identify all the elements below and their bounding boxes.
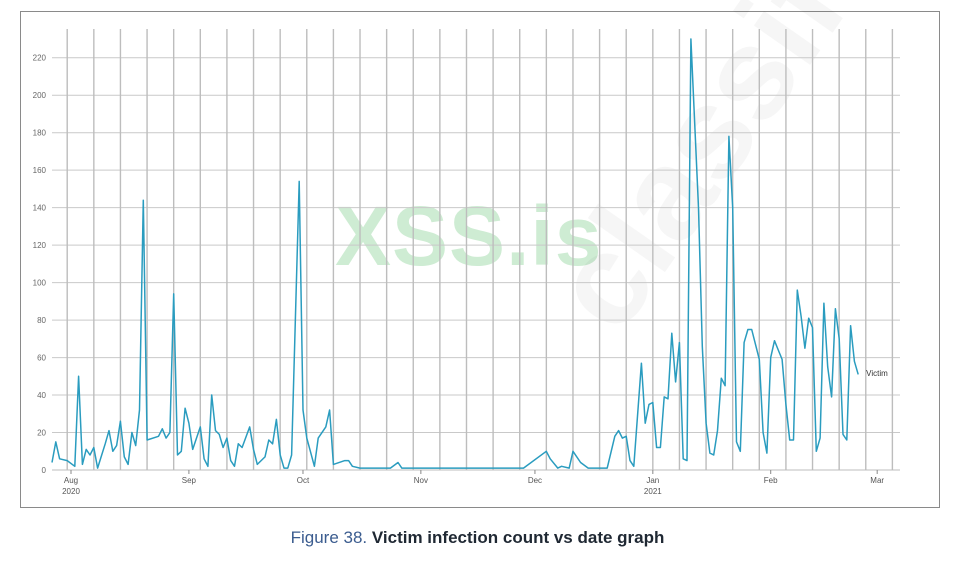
x-tick-label: Oct (297, 476, 310, 485)
x-tick-label: Dec (528, 476, 542, 485)
x-tick-sublabel: 2021 (644, 487, 662, 496)
figure-label: Figure 38. (290, 528, 368, 547)
series-line-victim (51, 38, 859, 469)
y-tick-label: 200 (33, 91, 47, 100)
y-tick-label: 140 (33, 204, 47, 213)
y-tick-label: 80 (37, 316, 46, 325)
line-chart: 0 20 40 60 80 100 120 140 160 180 200 220 Aug 2020 Sep… (33, 29, 900, 496)
y-tick-label: 180 (33, 129, 47, 138)
x-tick-label: Sep (182, 476, 197, 485)
label-layer: Victim (866, 369, 888, 378)
x-tick-sublabel: 2020 (62, 487, 80, 496)
series-end-label: Victim (866, 369, 888, 378)
figure-title: Victim infection count vs date graph (371, 528, 665, 547)
y-tick-label: 160 (33, 166, 47, 175)
y-tick-label: 40 (37, 391, 46, 400)
x-tick-label: Aug (64, 476, 78, 485)
watermark-xss: XSS.is (335, 189, 603, 283)
axis-layer: 0 20 40 60 80 100 120 140 160 180 200 220 Aug 2020 Sep… (33, 54, 885, 496)
y-tick-label: 220 (33, 54, 47, 63)
x-tick-label: Nov (414, 476, 428, 485)
series-layer (51, 38, 859, 469)
y-tick-label: 120 (33, 241, 47, 250)
y-tick-label: 100 (33, 279, 47, 288)
y-tick-label: 20 (37, 429, 46, 438)
x-tick-label: Jan (646, 476, 659, 485)
grid-layer (52, 29, 900, 471)
y-tick-label: 60 (37, 354, 46, 363)
x-tick-label: Feb (764, 476, 778, 485)
x-tick-label: Mar (870, 476, 884, 485)
y-tick-label: 0 (42, 466, 47, 475)
figure-caption: Figure 38. Victim infection count vs dat… (0, 528, 955, 548)
